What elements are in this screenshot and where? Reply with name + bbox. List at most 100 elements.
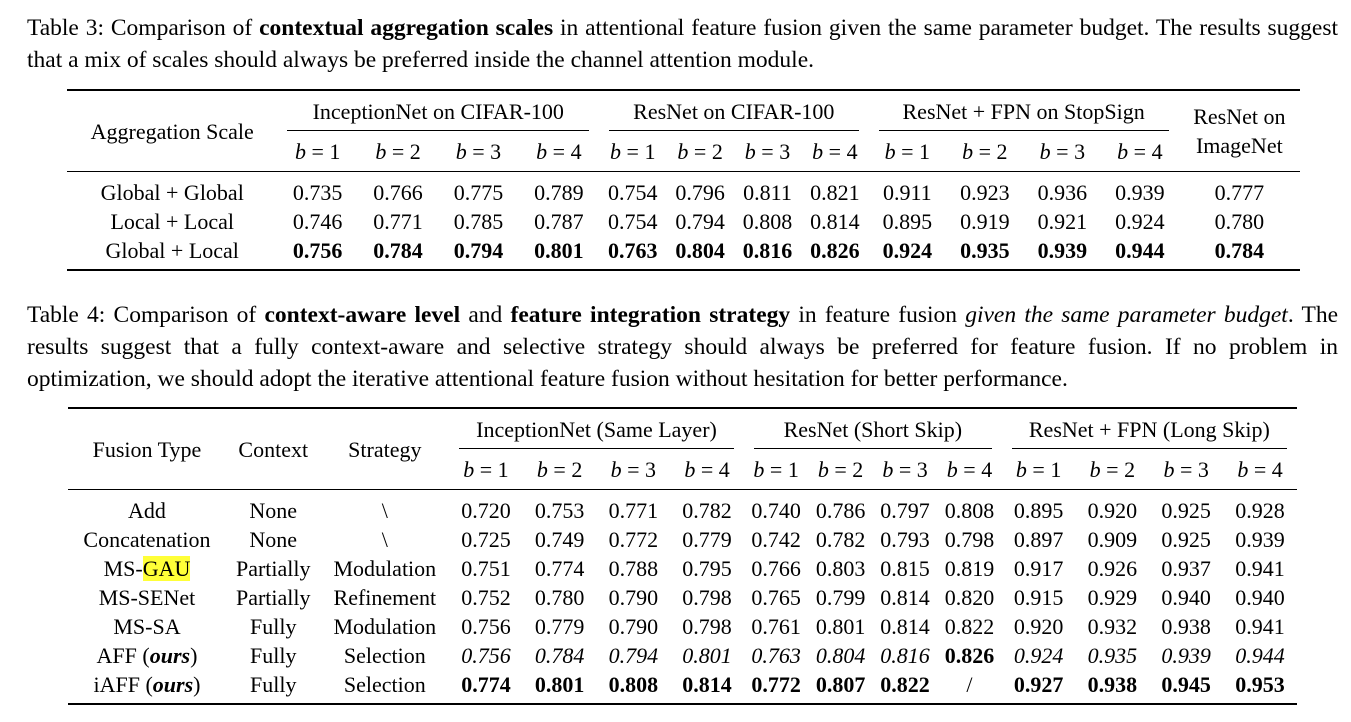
table-row: MS-SENet Partially Refinement 0.752 0.780 0.7… <box>68 583 1297 612</box>
value-cell: 0.935 <box>1076 641 1150 670</box>
cell-text: 0.790 <box>608 614 659 639</box>
cell-text: 0.895 <box>1013 498 1064 523</box>
value-cell: 0.779 <box>523 612 597 641</box>
b-header: b = 1 <box>1001 449 1076 490</box>
cell-text: 0.740 <box>751 498 801 523</box>
value-cell: 0.929 <box>1076 583 1150 612</box>
b-header: b = 4 <box>670 449 744 490</box>
context-header: Context <box>225 407 321 490</box>
value-cell: 0.771 <box>358 207 438 236</box>
value-cell: 0.761 <box>744 612 808 641</box>
cell-text: 0.808 <box>742 209 793 234</box>
cell-text: 0.926 <box>1087 556 1138 581</box>
cell-text: 0.801 <box>815 614 866 639</box>
context-cell: None <box>226 525 321 554</box>
b-var: b <box>1117 138 1129 164</box>
b-eq: = <box>1248 456 1272 482</box>
row-name: Global + Global <box>67 172 277 208</box>
row-name: MS-SENet <box>68 583 226 612</box>
b-value: 3 <box>916 456 928 482</box>
b-var: b <box>817 456 829 482</box>
caption-italic: given the same parameter budget <box>965 302 1288 328</box>
value-cell: 0.822 <box>872 670 938 705</box>
cell-text: 0.944 <box>1115 238 1165 263</box>
cell-text: 0.753 <box>534 498 585 523</box>
b-value: 3 <box>779 138 791 164</box>
value-cell: 0.780 <box>1179 207 1300 236</box>
value-cell: 0.756 <box>449 612 523 641</box>
cell-text: 0.953 <box>1235 672 1285 697</box>
cell-text: 0.749 <box>534 527 585 552</box>
cell-text: 0.784 <box>373 238 423 263</box>
b-header: b = 3 <box>1149 449 1224 490</box>
cell-text: 0.754 <box>608 209 658 234</box>
cell-text: 0.925 <box>1161 498 1211 523</box>
value-cell: 0.826 <box>937 641 1001 670</box>
cell-text: 0.774 <box>461 672 511 697</box>
cell-text: 0.811 <box>743 180 792 205</box>
b-value: 4 <box>718 456 730 482</box>
cell-text: 0.780 <box>1214 209 1265 234</box>
value-cell: 0.897 <box>1002 525 1076 554</box>
b-value: 3 <box>1074 138 1086 164</box>
b-eq: = <box>1050 138 1075 164</box>
group-header-imagenet: ResNet on ImageNet <box>1178 89 1300 172</box>
cell-text: 0.814 <box>880 585 930 610</box>
row-name: MS-GAU <box>68 554 226 583</box>
value-cell: 0.944 <box>1223 641 1297 670</box>
cell-text: 0.742 <box>751 527 801 552</box>
group-header: ResNet on CIFAR-100 <box>599 89 869 132</box>
b-eq: = <box>688 138 712 164</box>
cell-text: 0.779 <box>534 614 585 639</box>
value-cell: 0.953 <box>1223 670 1297 705</box>
cell-text: ResNet on <box>1193 104 1286 129</box>
value-cell: 0.798 <box>937 525 1001 554</box>
group-header: ResNet + FPN (Long Skip) <box>1001 407 1297 450</box>
cell-text: 0.756 <box>461 643 511 668</box>
cell-text: ResNet + FPN on StopSign <box>902 98 1145 124</box>
cell-text: Partially <box>235 585 311 610</box>
cell-text: \ <box>381 527 388 552</box>
cell-text: 0.944 <box>1235 643 1285 668</box>
b-value: 3 <box>490 138 502 164</box>
value-cell: 0.816 <box>733 236 802 271</box>
b-var: b <box>1237 456 1249 482</box>
cell-text: Global + Local <box>105 238 239 263</box>
value-cell: 0.911 <box>869 172 947 208</box>
value-cell: 0.754 <box>599 172 666 208</box>
value-cell: 0.796 <box>666 172 733 208</box>
strategy-cell: \ <box>321 490 450 526</box>
cell-text: Strategy <box>348 436 422 462</box>
cell-text: 0.820 <box>944 585 995 610</box>
cell-text: 0.763 <box>751 643 801 668</box>
ours-italic: ours <box>152 672 194 697</box>
b-eq: = <box>764 456 788 482</box>
value-cell: 0.720 <box>449 490 523 526</box>
value-cell: 0.895 <box>1002 490 1076 526</box>
cell-text: 0.945 <box>1161 672 1211 697</box>
cell-text: 0.756 <box>461 614 511 639</box>
cell-text: 0.794 <box>675 209 725 234</box>
cell-text: 0.923 <box>960 180 1010 205</box>
cell-text: Global + Global <box>100 180 244 205</box>
table-row: Global + Global 0.735 0.766 0.775 0.789 0.754… <box>67 172 1300 208</box>
b-value: 2 <box>996 138 1008 164</box>
cell-text: Selection <box>343 643 426 668</box>
b-var: b <box>536 456 548 482</box>
table-row: Global + Local 0.756 0.784 0.794 0.801 0.763 0… <box>67 236 1300 271</box>
cell-text: 0.804 <box>675 238 725 263</box>
value-cell: 0.939 <box>1223 525 1297 554</box>
group-header: InceptionNet on CIFAR-100 <box>277 89 600 132</box>
b-var: b <box>463 456 475 482</box>
cell-text: 0.920 <box>1013 614 1064 639</box>
value-cell: 0.895 <box>869 207 947 236</box>
cell-text: InceptionNet on CIFAR-100 <box>312 98 564 124</box>
cell-text: 0.784 <box>1214 238 1265 263</box>
cell-text: 0.775 <box>453 180 504 205</box>
value-cell: 0.766 <box>744 554 808 583</box>
row-name: AFF (ours) <box>68 641 226 670</box>
cell-text: MS-SENet <box>98 585 196 610</box>
value-cell: 0.751 <box>449 554 523 583</box>
b-header: b = 4 <box>1223 449 1297 490</box>
value-cell: 0.919 <box>946 207 1024 236</box>
